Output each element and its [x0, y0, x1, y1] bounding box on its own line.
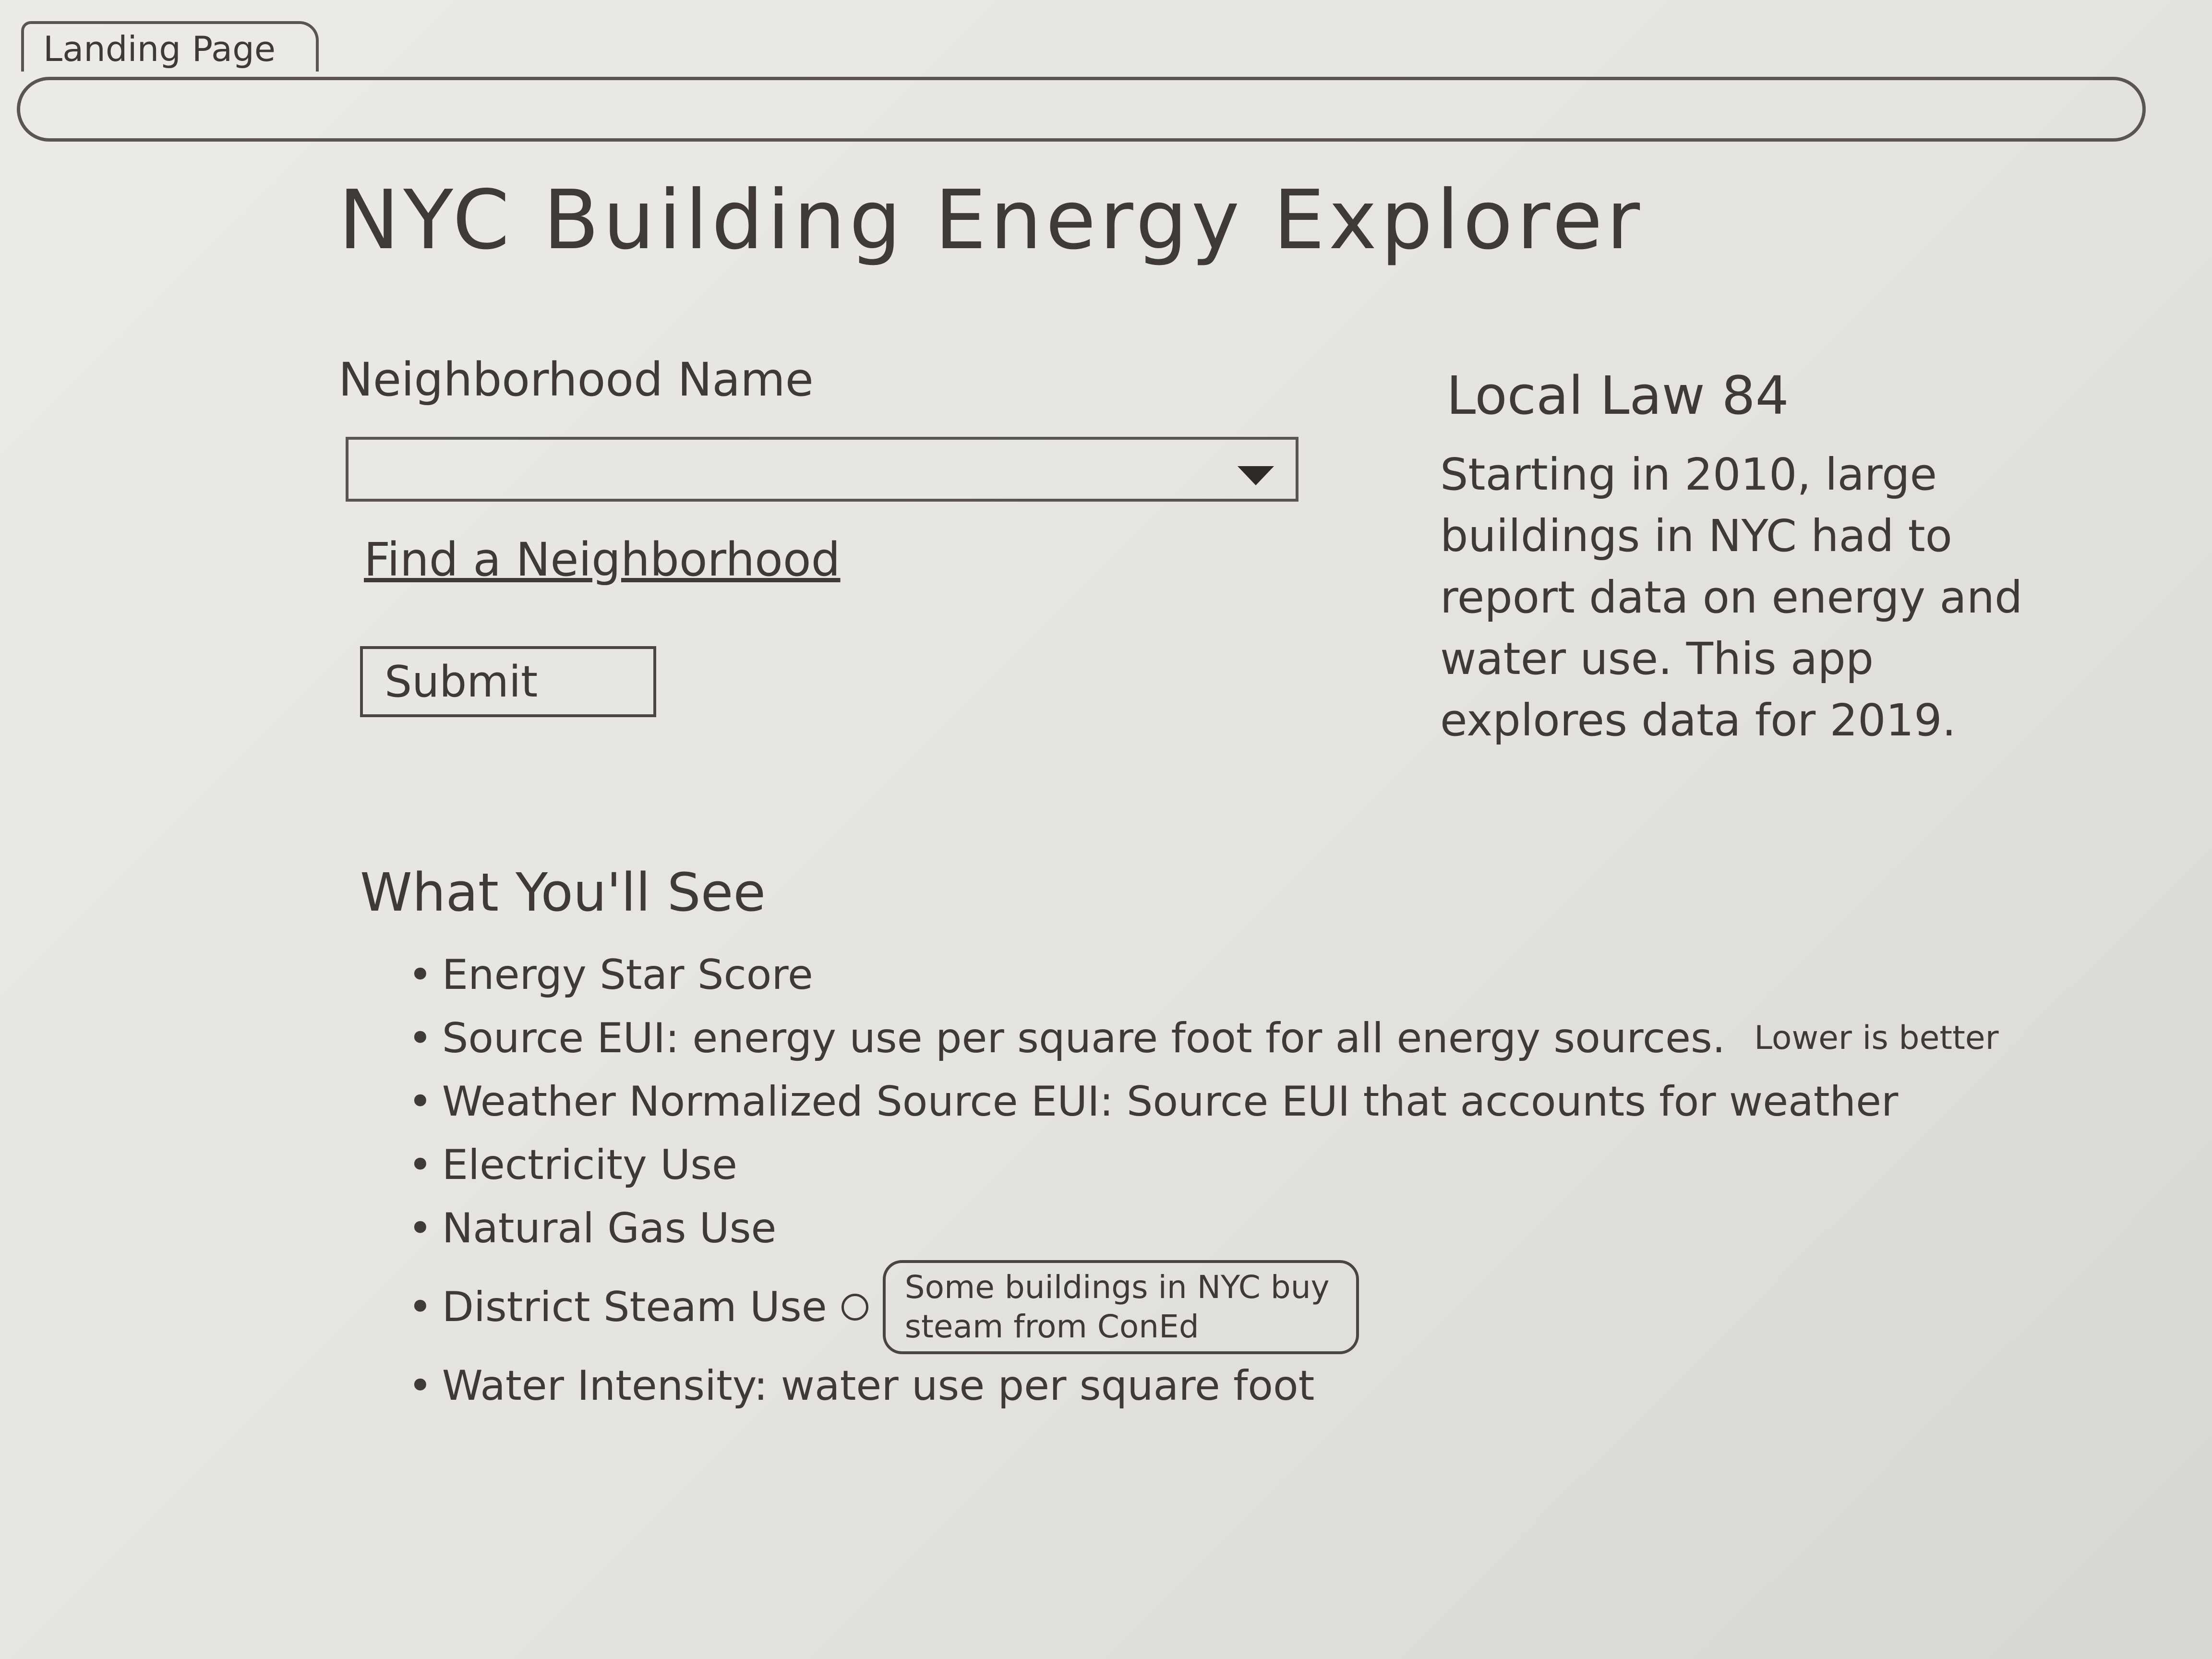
feature-item: Natural Gas Use	[408, 1197, 1999, 1260]
help-icon[interactable]	[841, 1294, 868, 1321]
feature-list: Energy Star Score Source EUI: energy use …	[408, 943, 1999, 1418]
feature-note: Lower is better	[1754, 1019, 1999, 1057]
feature-item: Weather Normalized Source EUI: Source EU…	[408, 1070, 1999, 1133]
feature-text: Weather Normalized Source EUI: Source EU…	[442, 1078, 1899, 1126]
feature-item: Source EUI: energy use per square foot f…	[408, 1007, 1999, 1070]
submit-button[interactable]: Submit	[360, 646, 656, 717]
feature-text: Water Intensity: water use per square fo…	[442, 1362, 1315, 1410]
tab[interactable]: Landing Page	[21, 21, 319, 72]
dropdown-arrow[interactable]	[1238, 466, 1274, 485]
neighborhood-select[interactable]	[346, 437, 1298, 502]
feature-item: Electricity Use	[408, 1133, 1999, 1197]
tooltip: Some buildings in NYC buy steam from Con…	[882, 1260, 1359, 1354]
sidebar-title: Local Law 84	[1446, 365, 1789, 426]
feature-text: Electricity Use	[442, 1141, 737, 1189]
feature-item: Water Intensity: water use per square fo…	[408, 1354, 1999, 1418]
sidebar-text: Starting in 2010, large buildings in NYC…	[1440, 449, 2023, 746]
feature-item: Energy Star Score	[408, 943, 1999, 1007]
feature-text: Source EUI: energy use per square foot f…	[442, 1014, 1726, 1062]
features-title: What You'll See	[360, 862, 766, 923]
feature-text: District Steam Use	[442, 1283, 827, 1331]
find-link[interactable]: Find a Neighborhood	[364, 533, 841, 587]
feature-item: District Steam Use Some buildings in NYC …	[408, 1260, 1999, 1354]
feature-text: Energy Star Score	[442, 951, 813, 999]
feature-text: Natural Gas Use	[442, 1204, 777, 1252]
field-label: Neighborhood Name	[338, 353, 814, 407]
page-title: NYC Building Energy Explorer	[338, 173, 1644, 268]
browser-bar	[17, 77, 2146, 142]
